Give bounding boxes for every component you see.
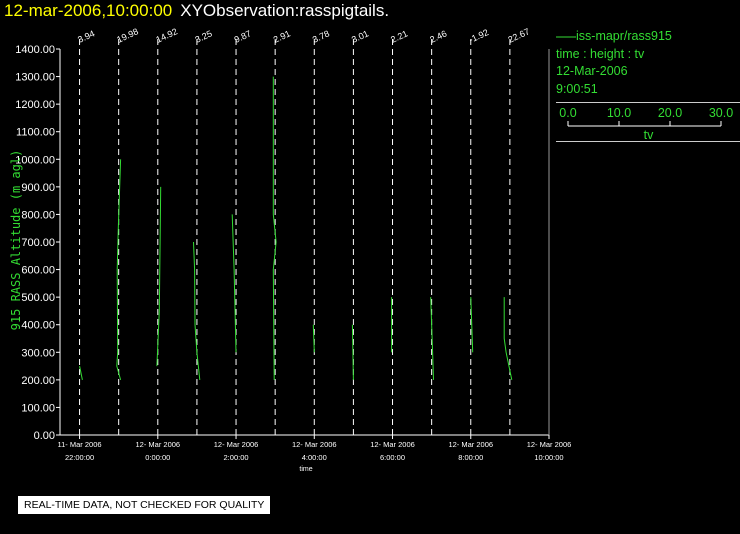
profile-label: 9.87 [233, 28, 253, 44]
x-tick-date: 12- Mar 2006 [527, 440, 572, 449]
x-axis-label: time [299, 466, 312, 473]
axes [59, 49, 550, 436]
y-tick-label: 1100.00 [16, 127, 55, 139]
y-tick-label: 100.00 [21, 402, 55, 414]
profile-baselines [79, 39, 511, 435]
x-tick-date: 12- Mar 2006 [135, 440, 180, 449]
profile-trace [156, 186, 162, 367]
profile-label: 2.46 [428, 28, 448, 44]
profile-trace [116, 159, 122, 381]
x-tick-clock: 10:00:00 [534, 453, 563, 462]
y-tick-label: 800.00 [21, 209, 55, 221]
legend-date: 12-Mar-2006 [556, 64, 628, 78]
y-tick-label: 300.00 [21, 347, 55, 359]
legend-variables: time : height : tv [556, 46, 645, 61]
x-tick-labels: 11- Mar 2006 22:00:00 12- Mar 2006 0:00:00 1… [58, 435, 572, 462]
x-tick-clock: 4:00:00 [302, 453, 327, 462]
y-tick-label: 1200.00 [15, 99, 55, 111]
profile-label: 3.25 [194, 28, 214, 44]
quality-notice: REAL-TIME DATA, NOT CHECKED FOR QUALITY [18, 496, 271, 514]
profile-label: 2.21 [389, 28, 409, 44]
x-tick-date: 12- Mar 2006 [214, 440, 259, 449]
y-tick-label: 900.00 [21, 182, 55, 194]
legend-scale-label: tv [644, 128, 654, 142]
y-tick-label: 1000.00 [15, 154, 55, 166]
chart-title: 12-mar-2006,10:00:00 XYObservation:rasspi… [4, 1, 389, 21]
legend-scale-tick-label: 10.0 [607, 106, 631, 120]
profile-label: -1.92 [467, 27, 490, 45]
profile-trace [79, 366, 83, 380]
y-tick-label: 600.00 [21, 265, 55, 277]
y-tick-label: 400.00 [21, 320, 55, 332]
legend-series: iss-mapr/rass915 [556, 28, 740, 46]
x-tick-clock: 6:00:00 [380, 453, 405, 462]
profile-series [79, 76, 513, 381]
y-axis-label: 915 RASS Altitude (m agl) [9, 150, 23, 331]
legend-divider [556, 102, 740, 103]
y-tick-label: 200.00 [21, 375, 55, 387]
profile-label: 3.78 [311, 28, 331, 44]
legend-time: 9:00:51 [556, 81, 598, 96]
x-tick-date: 12- Mar 2006 [370, 440, 415, 449]
profile-label: 3.01 [350, 28, 370, 44]
y-tick-label: 0.00 [34, 430, 55, 442]
profile-trace [193, 241, 201, 380]
x-tick-clock: 2:00:00 [224, 453, 249, 462]
legend-divider-bottom [556, 141, 740, 142]
profile-labels: 3.94 19.98 14.92 3.25 9.87 2.91 3.78 3.01 2.21 2.… [76, 26, 531, 45]
profile-trace [470, 297, 474, 353]
x-tick-date: 11- Mar 2006 [58, 440, 102, 449]
profile-label: 3.94 [76, 28, 96, 44]
x-tick-date: 12- Mar 2006 [448, 440, 493, 449]
y-tick-label: 500.00 [21, 292, 55, 304]
x-tick-clock: 8:00:00 [458, 453, 483, 462]
profile-label: 2.91 [272, 28, 292, 44]
legend-line-swatch [556, 36, 576, 38]
y-tick-labels: 0.00 100.00 200.00 300.00 400.00 500.00 600.00… [15, 44, 60, 442]
x-tick-clock: 22:00:00 [65, 453, 94, 462]
y-tick-label: 1300.00 [15, 72, 55, 84]
profile-trace [503, 297, 513, 381]
title-datetime: 12-mar-2006,10:00:00 [4, 1, 173, 20]
legend-scale-tick-label: 20.0 [658, 106, 682, 120]
profile-label: 14.92 [154, 26, 179, 45]
legend-scale-tick-label: 30.0 [709, 106, 733, 120]
legend: iss-mapr/rass915 time : height : tv 12-M… [556, 28, 740, 142]
profile-trace [272, 76, 277, 380]
profile-label: 19.98 [115, 26, 140, 45]
x-tick-date: 12- Mar 2006 [292, 440, 337, 449]
profile-trace [351, 324, 354, 380]
legend-scale-tick-label: 0.0 [559, 106, 576, 120]
y-tick-label: 700.00 [21, 237, 55, 249]
profile-trace [312, 324, 315, 353]
legend-series-label: iss-mapr/rass915 [576, 29, 672, 43]
legend-tv-scale: 0.0 10.0 20.0 30.0 tv [559, 106, 733, 142]
profile-trace [231, 214, 237, 353]
y-tick-label: 1400.00 [15, 44, 55, 56]
x-tick-clock: 0:00:00 [145, 453, 170, 462]
profile-label: 22.67 [506, 26, 531, 45]
title-observation: XYObservation:rasspigtails. [180, 1, 390, 20]
profile-trace [430, 297, 434, 380]
